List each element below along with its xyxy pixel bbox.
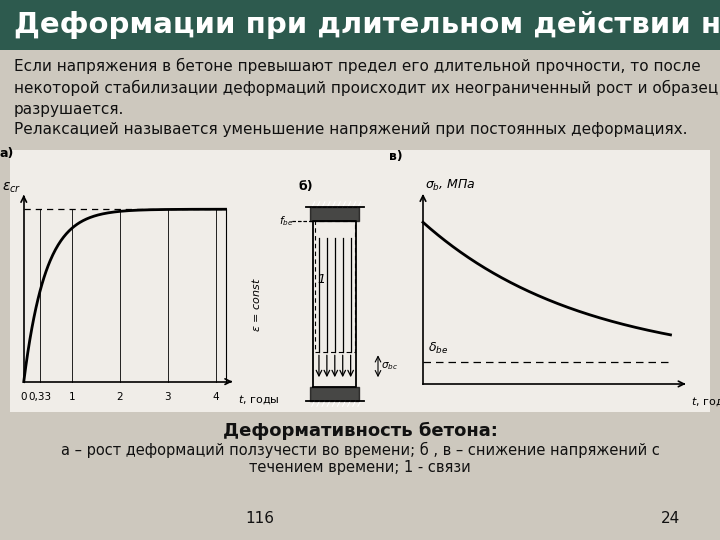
Text: а – рост деформаций ползучести во времени; б , в – снижение напряжений с: а – рост деформаций ползучести во времен… bbox=[60, 442, 660, 458]
Text: в): в) bbox=[389, 150, 402, 163]
Text: $\delta_{be}$: $\delta_{be}$ bbox=[428, 341, 449, 356]
Text: $\varepsilon_{cr}$: $\varepsilon_{cr}$ bbox=[2, 181, 22, 195]
FancyBboxPatch shape bbox=[0, 0, 720, 50]
Text: 1: 1 bbox=[68, 392, 75, 402]
Text: $\varepsilon$ = const: $\varepsilon$ = const bbox=[250, 276, 261, 332]
Text: Деформативность бетона:: Деформативность бетона: bbox=[222, 422, 498, 440]
Text: 0: 0 bbox=[20, 392, 27, 402]
Text: 3: 3 bbox=[165, 392, 171, 402]
Text: 1: 1 bbox=[318, 273, 325, 286]
Text: б): б) bbox=[299, 180, 313, 193]
Text: 24: 24 bbox=[660, 511, 680, 526]
Text: a): a) bbox=[0, 147, 14, 160]
Text: Если напряжения в бетоне превышают предел его длительной прочности, то после
нек: Если напряжения в бетоне превышают преде… bbox=[14, 58, 719, 137]
Text: 116: 116 bbox=[246, 511, 274, 526]
FancyBboxPatch shape bbox=[10, 150, 710, 412]
Text: Деформации при длительном действии нагрузки: Деформации при длительном действии нагру… bbox=[14, 11, 720, 39]
Text: $t$, годы: $t$, годы bbox=[690, 395, 720, 408]
Text: 2: 2 bbox=[117, 392, 123, 402]
Text: $f_{be}$: $f_{be}$ bbox=[279, 214, 293, 228]
Text: 0,33: 0,33 bbox=[28, 392, 51, 402]
Text: $t$, годы: $t$, годы bbox=[238, 394, 279, 407]
Text: $\sigma_b$, МПа: $\sigma_b$, МПа bbox=[426, 178, 476, 193]
Text: течением времени; 1 - связи: течением времени; 1 - связи bbox=[249, 460, 471, 475]
Text: 4: 4 bbox=[212, 392, 220, 402]
Text: $\sigma_{bc}$: $\sigma_{bc}$ bbox=[381, 360, 398, 372]
